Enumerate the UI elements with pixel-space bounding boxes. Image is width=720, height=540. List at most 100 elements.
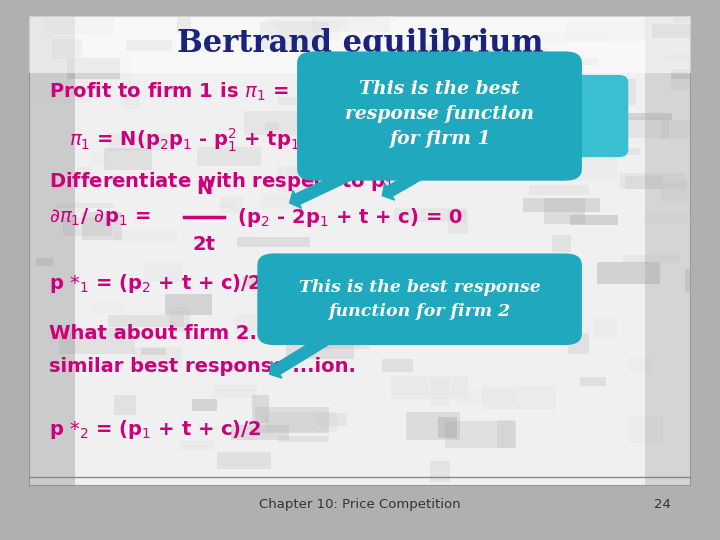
FancyBboxPatch shape xyxy=(29,16,691,72)
FancyBboxPatch shape xyxy=(516,100,548,109)
FancyBboxPatch shape xyxy=(364,72,398,98)
FancyBboxPatch shape xyxy=(63,217,112,237)
FancyBboxPatch shape xyxy=(315,413,347,426)
FancyBboxPatch shape xyxy=(235,314,297,333)
FancyBboxPatch shape xyxy=(113,231,177,241)
FancyBboxPatch shape xyxy=(197,147,261,166)
FancyBboxPatch shape xyxy=(391,376,469,399)
FancyBboxPatch shape xyxy=(180,441,213,450)
FancyBboxPatch shape xyxy=(278,436,329,442)
FancyBboxPatch shape xyxy=(501,48,549,65)
FancyBboxPatch shape xyxy=(122,81,140,109)
FancyBboxPatch shape xyxy=(212,384,256,397)
FancyArrowPatch shape xyxy=(382,163,433,200)
FancyBboxPatch shape xyxy=(570,215,618,225)
FancyBboxPatch shape xyxy=(278,97,357,105)
Text: $\pi_1$ = N(p$_2$p$_1$ - p$_1^2$ + tp$_1$ + cp$_1$... ...is: $\pi_1$ = N(p$_2$p$_1$ - p$_1^2$ + tp$_1… xyxy=(68,126,435,154)
FancyBboxPatch shape xyxy=(671,75,720,90)
FancyBboxPatch shape xyxy=(67,58,120,79)
FancyBboxPatch shape xyxy=(652,24,720,38)
FancyBboxPatch shape xyxy=(312,7,390,32)
FancyBboxPatch shape xyxy=(425,44,444,53)
FancyBboxPatch shape xyxy=(665,55,692,60)
FancyBboxPatch shape xyxy=(56,204,114,208)
FancyBboxPatch shape xyxy=(593,319,617,337)
FancyBboxPatch shape xyxy=(623,254,680,264)
FancyBboxPatch shape xyxy=(192,399,217,410)
FancyBboxPatch shape xyxy=(616,113,672,120)
FancyBboxPatch shape xyxy=(45,13,114,33)
FancyBboxPatch shape xyxy=(244,111,301,136)
FancyBboxPatch shape xyxy=(378,2,397,19)
FancyBboxPatch shape xyxy=(217,452,271,469)
FancyBboxPatch shape xyxy=(567,18,646,41)
FancyBboxPatch shape xyxy=(266,412,337,431)
FancyBboxPatch shape xyxy=(565,79,636,105)
FancyBboxPatch shape xyxy=(260,22,328,49)
FancyBboxPatch shape xyxy=(557,157,617,181)
FancyBboxPatch shape xyxy=(287,346,354,359)
FancyBboxPatch shape xyxy=(143,263,183,282)
Text: What about firm 2... a: What about firm 2... a xyxy=(49,324,291,343)
FancyBboxPatch shape xyxy=(610,117,670,138)
FancyBboxPatch shape xyxy=(406,413,460,440)
FancyBboxPatch shape xyxy=(392,151,449,161)
Text: (p$_2$ - 2p$_1$ + t + c) = 0: (p$_2$ - 2p$_1$ + t + c) = 0 xyxy=(231,206,462,229)
FancyArrowPatch shape xyxy=(269,328,341,378)
Text: This is the best
response function
for firm 1: This is the best response function for f… xyxy=(345,80,534,147)
FancyBboxPatch shape xyxy=(449,68,515,77)
FancyBboxPatch shape xyxy=(29,16,75,486)
FancyBboxPatch shape xyxy=(544,198,585,224)
FancyBboxPatch shape xyxy=(220,197,243,213)
FancyBboxPatch shape xyxy=(219,203,234,208)
FancyBboxPatch shape xyxy=(331,100,357,117)
FancyBboxPatch shape xyxy=(595,148,640,156)
FancyBboxPatch shape xyxy=(265,12,318,23)
FancyBboxPatch shape xyxy=(82,212,122,240)
FancyBboxPatch shape xyxy=(237,237,310,247)
FancyBboxPatch shape xyxy=(169,307,190,332)
FancyBboxPatch shape xyxy=(321,62,358,69)
Text: This is the best response
function for firm 2: This is the best response function for f… xyxy=(299,279,541,320)
FancyBboxPatch shape xyxy=(529,185,589,194)
FancyBboxPatch shape xyxy=(598,262,660,285)
FancyBboxPatch shape xyxy=(431,461,451,482)
FancyBboxPatch shape xyxy=(32,81,93,103)
FancyBboxPatch shape xyxy=(456,390,516,404)
FancyBboxPatch shape xyxy=(140,348,166,355)
FancyBboxPatch shape xyxy=(91,153,109,165)
Text: Profit to firm 1 is $\pi_1$ = (p$_1$ - c)(p$_2$ + p$_1$ + t)/2t: Profit to firm 1 is $\pi_1$ = (p$_1$ - c… xyxy=(49,79,534,103)
FancyBboxPatch shape xyxy=(29,16,691,486)
FancyBboxPatch shape xyxy=(243,276,290,286)
FancyBboxPatch shape xyxy=(438,417,457,438)
FancyBboxPatch shape xyxy=(104,147,152,171)
FancyBboxPatch shape xyxy=(447,263,480,275)
FancyBboxPatch shape xyxy=(126,40,172,51)
FancyBboxPatch shape xyxy=(497,420,516,448)
FancyBboxPatch shape xyxy=(445,421,516,448)
FancyBboxPatch shape xyxy=(446,140,489,159)
FancyBboxPatch shape xyxy=(620,173,685,190)
FancyBboxPatch shape xyxy=(158,141,190,146)
FancyBboxPatch shape xyxy=(671,69,720,79)
FancyBboxPatch shape xyxy=(108,315,184,327)
FancyBboxPatch shape xyxy=(474,106,503,128)
Text: Differentiate with respect to p$_1$:: Differentiate with respect to p$_1$: xyxy=(49,170,402,193)
FancyBboxPatch shape xyxy=(369,98,409,118)
FancyBboxPatch shape xyxy=(523,198,600,212)
FancyBboxPatch shape xyxy=(549,75,629,157)
FancyBboxPatch shape xyxy=(661,181,689,201)
FancyArrowPatch shape xyxy=(289,163,366,208)
FancyBboxPatch shape xyxy=(277,167,323,192)
FancyBboxPatch shape xyxy=(568,333,590,354)
FancyBboxPatch shape xyxy=(230,425,289,440)
FancyBboxPatch shape xyxy=(36,258,53,266)
FancyBboxPatch shape xyxy=(286,166,330,184)
FancyBboxPatch shape xyxy=(580,377,606,386)
Text: p $*_2$ = (p$_1$ + t + c)/2: p $*_2$ = (p$_1$ + t + c)/2 xyxy=(49,418,261,441)
FancyBboxPatch shape xyxy=(625,176,661,188)
FancyBboxPatch shape xyxy=(270,19,346,30)
FancyBboxPatch shape xyxy=(438,291,482,313)
FancyBboxPatch shape xyxy=(255,407,329,433)
FancyBboxPatch shape xyxy=(66,52,133,80)
